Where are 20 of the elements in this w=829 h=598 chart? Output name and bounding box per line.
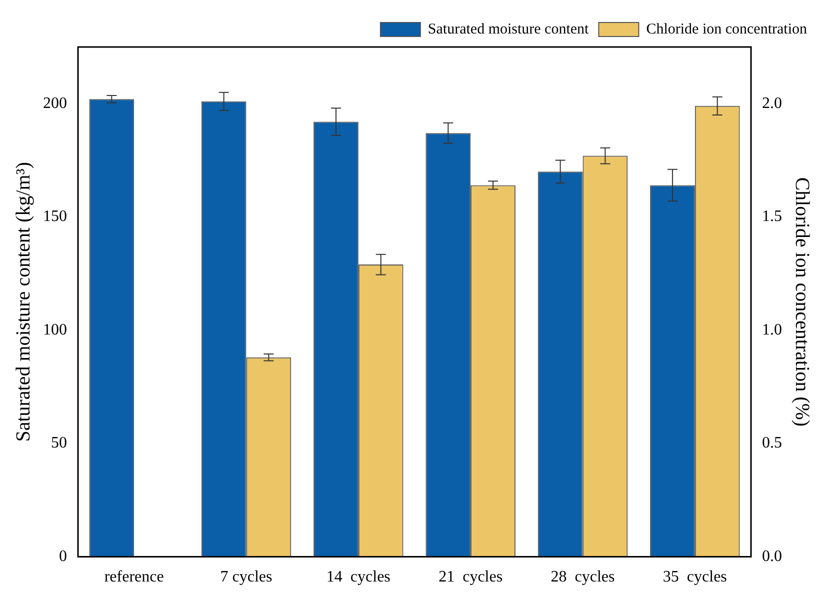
y-axis-title: Saturated moisture content (kg/m³) [12, 162, 34, 442]
x-tick-label: reference [104, 568, 164, 586]
y-tick-label: 150 [43, 208, 67, 226]
x-tick-label: 21 cycles [438, 568, 503, 586]
y-tick-label: 0 [59, 548, 67, 566]
y2-tick-label: 0.5 [762, 434, 782, 452]
legend-label: Saturated moisture content [428, 21, 590, 38]
y-tick-label: 50 [51, 434, 67, 452]
y-tick-label: 200 [43, 94, 67, 112]
x-tick-label: 7 cycles [220, 568, 272, 586]
legend-label: Chloride ion concentration [646, 21, 808, 38]
x-tick-label: 28 cycles [550, 568, 615, 586]
x-tick-label: 35 cycles [662, 568, 727, 586]
y2-tick-label: 1.0 [762, 321, 782, 338]
y2-tick-label: 2.0 [762, 94, 782, 112]
y-tick-label: 100 [43, 321, 67, 338]
y2-axis-title: Chloride ion concentration (%) [790, 177, 813, 427]
y2-tick-label: 1.5 [762, 208, 782, 226]
x-tick-label: 14 cycles [326, 568, 390, 586]
y2-tick-label: 0.0 [762, 548, 782, 566]
